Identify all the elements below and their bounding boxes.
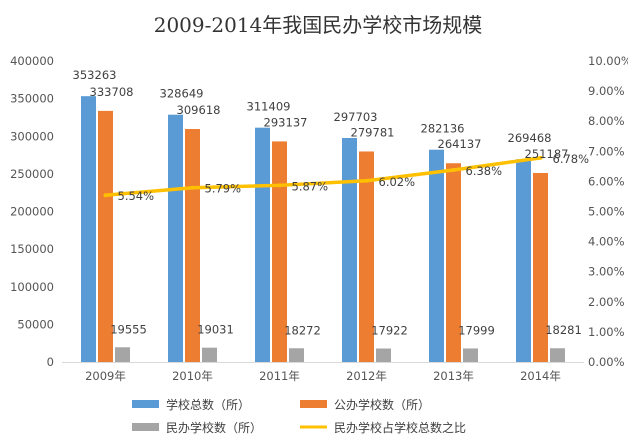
y-left-tick-label: 400000 [10,54,54,68]
bar-3 [550,348,565,362]
ratio-point [364,178,369,183]
ratio-point [277,183,282,188]
y-right-tick-label: 9.00% [588,84,625,98]
bar-value-label: 17922 [371,324,408,338]
bar-value-label: 264137 [438,137,482,151]
legend: 学校总数（所） 公办学校数（所） 民办学校数（所） 民办学校占学校总数之比 [132,397,466,435]
y-left-tick-label: 100000 [10,280,54,294]
bar-value-label: 282136 [421,122,465,136]
bar-value-label: 18281 [545,323,582,337]
bar-3 [376,348,391,362]
ratio-point [190,185,195,190]
bar-value-label: 293137 [264,115,308,129]
bar-1 [81,96,96,363]
x-tick-label: 2014年 [520,369,561,383]
bar-value-label: 17999 [458,323,495,337]
y-right-tick-label: 10.00% [588,54,628,68]
x-tick-label: 2013年 [433,369,474,383]
y-left-tick-label: 300000 [10,129,54,143]
ratio-line [103,155,543,198]
bar-3 [289,348,304,362]
chart-title: 2009-2014年我国民办学校市场规模 [154,13,483,37]
legend-swatch-3 [132,423,159,431]
y-left-tick-label: 350000 [10,92,54,106]
bars [81,96,565,363]
bar-3 [202,347,217,362]
bar-value-label: 19555 [110,322,147,336]
bar-value-label: 18272 [284,323,321,337]
bar-1 [429,149,444,362]
y-left-tick-label: 50000 [17,317,54,331]
bar-value-label: 353263 [73,68,117,82]
x-tick-label: 2010年 [172,369,213,383]
ratio-value-label: 6.38% [466,164,503,178]
ratio-value-label: 6.02% [379,175,416,189]
bar-1 [342,137,357,362]
legend-swatch-1 [132,400,159,408]
y-right-tick-label: 7.00% [588,144,625,158]
bar-value-label: 333708 [90,85,134,99]
bar-value-label: 19031 [197,323,234,337]
y-left-tick-label: 250000 [10,167,54,181]
legend-swatch-2 [300,400,327,408]
ratio-point [538,155,543,160]
y-right-tick-label: 4.00% [588,235,625,249]
y-right-tick-label: 2.00% [588,295,625,309]
legend-label: 民办学校占学校总数之比 [334,420,466,435]
ratio-line-path [103,156,543,197]
data-labels: 353263 328649 311409 297703 282136 269468 3337… [73,68,590,337]
bar-value-label: 251187 [525,147,569,161]
bar-value-label: 279781 [351,125,395,139]
bar-3 [115,347,130,362]
bar-2 [98,110,113,362]
bar-value-label: 269468 [508,131,552,145]
y-right-tick-label: 8.00% [588,114,625,128]
y-left-tick-label: 0 [47,355,54,369]
y-right-tick-label: 3.00% [588,265,625,279]
bar-1 [168,114,183,363]
bar-3 [463,348,478,362]
bar-2 [359,151,374,362]
ratio-value-label: 5.79% [205,182,242,196]
bar-1 [255,127,270,362]
x-tick-label: 2011年 [259,369,300,383]
y-right-tick-label: 1.00% [588,325,625,339]
bar-1 [516,159,531,362]
legend-label: 民办学校数（所） [166,420,262,435]
ratio-value-label: 5.87% [292,179,329,193]
bar-value-label: 328649 [160,87,204,101]
y-right-tick-label: 6.00% [588,174,625,188]
bar-value-label: 297703 [334,110,378,124]
ratio-point [451,167,456,172]
y-right-tick-label: 0.00% [588,355,625,369]
ratio-value-label: 5.54% [118,189,155,203]
ratio-value-label: 6.78% [553,152,590,166]
bar-2 [272,141,287,362]
bar-2 [446,163,461,362]
ratio-point [103,193,108,198]
y-left-tick-label: 150000 [10,242,54,256]
bar-value-label: 311409 [247,100,291,114]
axes: 0 50000 100000 150000 200000 250000 300000 3500… [10,54,628,383]
legend-label: 公办学校数（所） [334,397,430,412]
y-left-tick-label: 200000 [10,205,54,219]
bar-value-label: 309618 [177,103,221,117]
y-right-tick-label: 5.00% [588,205,625,219]
legend-label: 学校总数（所） [166,397,250,412]
x-tick-label: 2009年 [85,369,126,383]
bar-2 [533,172,548,362]
x-tick-label: 2012年 [346,369,387,383]
